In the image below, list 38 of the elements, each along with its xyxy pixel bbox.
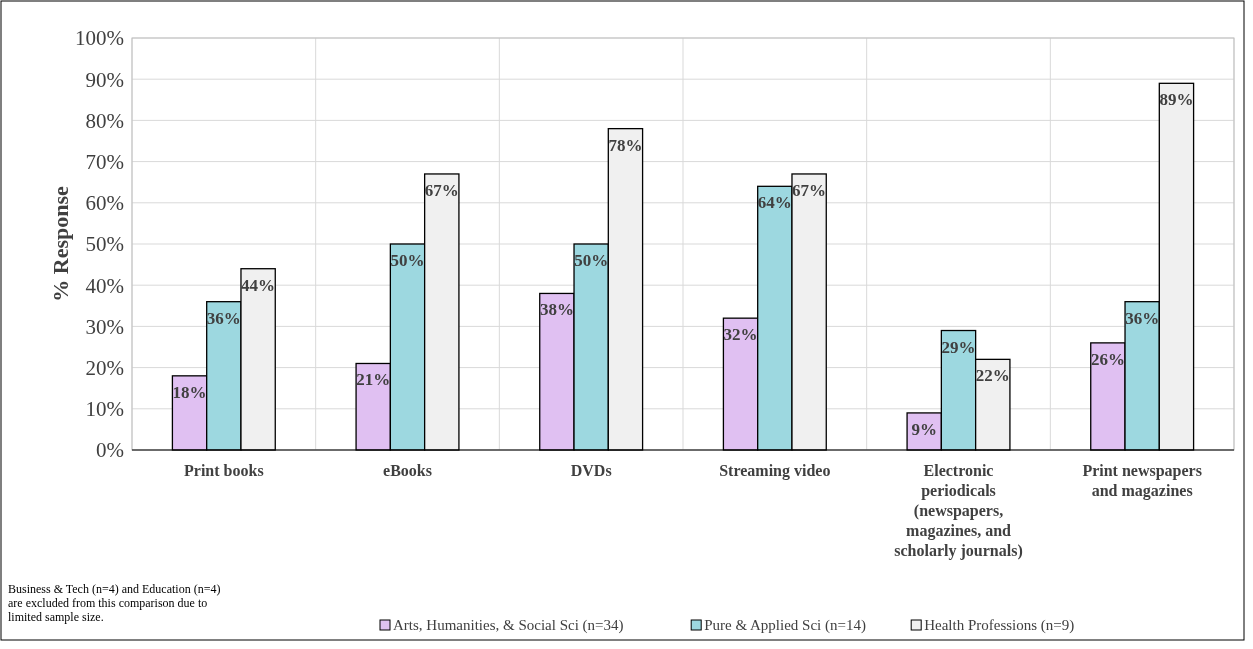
data-label: 38% bbox=[539, 300, 574, 320]
y-tick-label: 40% bbox=[85, 273, 124, 298]
data-label: 26% bbox=[1090, 349, 1125, 369]
y-tick-label: 80% bbox=[85, 108, 124, 133]
y-tick-label: 60% bbox=[85, 191, 124, 216]
legend-label: Arts, Humanities, & Social Sci (n=34) bbox=[393, 617, 624, 634]
data-label: 36% bbox=[206, 308, 241, 328]
data-label: 9% bbox=[911, 419, 937, 439]
data-label: 22% bbox=[975, 366, 1010, 386]
x-tick-label: Print newspapers and magazines bbox=[1082, 462, 1202, 500]
data-label: 29% bbox=[941, 337, 976, 357]
data-label: 64% bbox=[757, 193, 792, 213]
x-tick-label: Electronic periodicals (newspapers, magazines, and scholarly journals) bbox=[894, 462, 1023, 560]
data-label: 50% bbox=[574, 251, 609, 270]
data-label: 50% bbox=[390, 251, 425, 270]
data-label: 32% bbox=[723, 325, 758, 345]
text: Business & Tech (n=4) and Education (n=4) are excluded from this comparison due to limited sample size. bbox=[8, 582, 221, 624]
data-label: 36% bbox=[1125, 308, 1160, 328]
y-axis-title: % Response bbox=[48, 186, 73, 302]
legend-label: Pure & Applied Sci (n=14) bbox=[704, 617, 866, 634]
data-label: 67% bbox=[424, 180, 459, 200]
data-label: 89% bbox=[1159, 90, 1194, 110]
data-label: 18% bbox=[172, 382, 207, 402]
y-tick-label: 10% bbox=[85, 397, 124, 422]
y-tick-label: 100% bbox=[75, 26, 124, 51]
data-label: 78% bbox=[608, 135, 643, 155]
x-tick-label: Print books bbox=[184, 462, 264, 479]
x-tick-label: DVDs bbox=[570, 462, 612, 479]
y-tick-label: 90% bbox=[85, 67, 124, 92]
y-tick-label: 70% bbox=[85, 149, 124, 174]
y-tick-label: 50% bbox=[85, 232, 124, 257]
data-label: 21% bbox=[356, 370, 391, 390]
legend-label: Health Professions (n=9) bbox=[924, 617, 1075, 634]
x-tick-label: Streaming video bbox=[719, 462, 831, 480]
y-tick-label: 0% bbox=[96, 438, 124, 463]
y-tick-label: 30% bbox=[85, 314, 124, 339]
y-tick-label: 20% bbox=[85, 355, 124, 380]
x-tick-label: eBooks bbox=[383, 462, 432, 479]
